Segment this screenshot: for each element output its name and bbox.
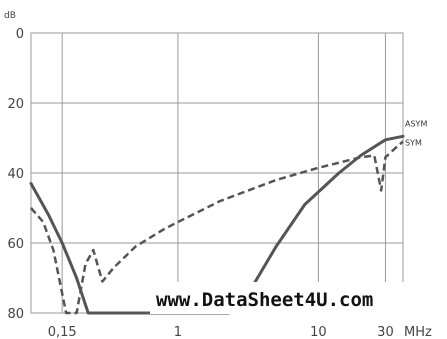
y-tick-label: 60 <box>7 237 24 252</box>
y-tick-label: 40 <box>7 167 24 182</box>
series-labels: ASYM SYM <box>405 119 427 147</box>
x-tick-label: 0,15 <box>48 325 77 339</box>
x-axis-ticks: 0,15 1 10 30 <box>48 325 394 339</box>
x-axis-label: MHz <box>404 325 432 339</box>
y-tick-label: 0 <box>16 27 24 42</box>
x-tick-label: 10 <box>310 325 327 339</box>
series-sym-line <box>30 140 404 315</box>
y-tick-label: 80 <box>7 307 24 322</box>
grid-lines <box>30 32 404 314</box>
y-axis-ticks: 0 20 40 60 80 <box>7 27 24 322</box>
watermark-background <box>150 282 422 314</box>
series-sym-label: SYM <box>405 139 422 148</box>
y-tick-label: 20 <box>7 97 24 112</box>
y-axis-label: dB <box>4 11 16 21</box>
x-tick-label: 1 <box>174 325 182 339</box>
x-tick-label: 30 <box>377 325 394 339</box>
watermark-text: www.DataSheet4U.com <box>156 289 373 311</box>
series-asym-label: ASYM <box>405 119 427 128</box>
